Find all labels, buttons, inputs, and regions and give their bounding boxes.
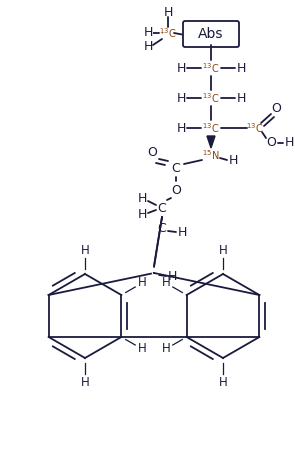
Text: H: H — [236, 92, 246, 105]
Text: H: H — [143, 40, 153, 53]
Text: $^{13}$C: $^{13}$C — [202, 61, 220, 75]
Text: H: H — [219, 376, 227, 389]
Text: H: H — [137, 208, 147, 222]
Text: H: H — [176, 92, 186, 105]
Text: $^{13}$C: $^{13}$C — [202, 91, 220, 105]
Text: $^{13}$C: $^{13}$C — [246, 121, 264, 135]
Polygon shape — [207, 136, 215, 148]
Text: $^{13}$C: $^{13}$C — [159, 26, 177, 40]
Text: H: H — [163, 6, 173, 19]
Text: H: H — [161, 342, 170, 356]
Text: H: H — [137, 192, 147, 204]
Text: H: H — [176, 121, 186, 135]
Text: C: C — [172, 162, 180, 174]
Text: C: C — [158, 222, 166, 235]
Text: H: H — [161, 276, 170, 289]
Text: H: H — [177, 226, 187, 240]
Text: Abs: Abs — [198, 27, 224, 41]
Text: H: H — [219, 244, 227, 256]
Text: H: H — [143, 26, 153, 39]
Text: O: O — [147, 146, 157, 159]
Text: H: H — [176, 62, 186, 74]
Text: H: H — [81, 376, 89, 389]
Text: H: H — [284, 136, 294, 149]
Text: H: H — [236, 62, 246, 74]
Text: H: H — [138, 342, 147, 356]
Text: O: O — [171, 183, 181, 197]
Text: O: O — [271, 102, 281, 116]
FancyBboxPatch shape — [183, 21, 239, 47]
Text: H: H — [138, 276, 147, 289]
Text: C: C — [158, 202, 166, 215]
Text: $^{15}$N: $^{15}$N — [202, 148, 220, 162]
Text: $^{13}$C: $^{13}$C — [202, 121, 220, 135]
Text: H: H — [167, 270, 177, 284]
Text: H: H — [228, 154, 238, 168]
Text: H: H — [81, 244, 89, 256]
Text: C: C — [150, 268, 158, 278]
Text: O: O — [266, 136, 276, 149]
